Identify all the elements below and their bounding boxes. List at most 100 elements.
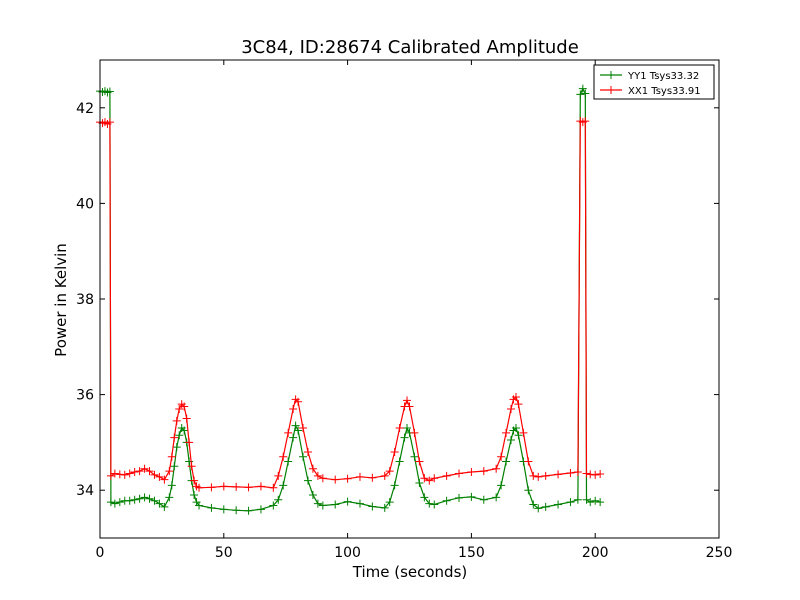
data-point (256, 505, 265, 514)
data-point (308, 464, 317, 473)
data-point (514, 400, 523, 409)
data-point (410, 452, 419, 461)
data-point (185, 457, 194, 466)
data-point (145, 467, 154, 476)
data-point (430, 500, 439, 509)
data-point (591, 470, 600, 479)
y-tick-label: 42 (76, 101, 94, 117)
legend-marker (607, 86, 615, 94)
data-point (511, 424, 520, 433)
axes: 0 50 100 150 200 250 34 36 38 40 42 (76, 59, 733, 561)
data-point (279, 481, 288, 490)
data-point (576, 90, 585, 99)
data-point (395, 457, 404, 466)
data-point (405, 402, 414, 411)
data-point (582, 469, 591, 478)
data-point (294, 397, 303, 406)
data-point (160, 475, 169, 484)
data-point (343, 474, 352, 483)
data-point (479, 495, 488, 504)
data-point (172, 443, 181, 452)
data-point (578, 84, 587, 93)
data-point (507, 404, 516, 413)
data-point (455, 493, 464, 502)
data-point (566, 498, 575, 507)
series-2 (96, 117, 605, 492)
data-point (195, 501, 204, 510)
data-point (207, 483, 216, 492)
data-point (442, 471, 451, 480)
data-point (207, 503, 216, 512)
legend-marker (607, 71, 615, 79)
data-point (106, 498, 115, 507)
data-point (380, 471, 389, 480)
x-tick-label: 100 (334, 545, 361, 561)
data-point (115, 498, 124, 507)
data-point (415, 457, 424, 466)
data-point (135, 494, 144, 503)
data-point (415, 479, 424, 488)
y-tick-label: 36 (76, 388, 94, 404)
data-point (299, 452, 308, 461)
series-1 (96, 84, 605, 515)
data-point (125, 496, 134, 505)
data-point (541, 502, 550, 511)
data-point (190, 490, 199, 499)
data-point (420, 493, 429, 502)
data-point (219, 505, 228, 514)
data-point (355, 472, 364, 481)
data-point (380, 503, 389, 512)
data-point (195, 483, 204, 492)
data-point (586, 498, 595, 507)
data-point (403, 424, 412, 433)
data-point (524, 486, 533, 495)
legend-label: XX1 Tsys33.91 (628, 86, 701, 97)
data-point (175, 431, 184, 440)
data-point (355, 499, 364, 508)
data-point (502, 428, 511, 437)
x-tick-label: 150 (458, 545, 485, 561)
data-point (497, 452, 506, 461)
data-point (497, 481, 506, 490)
data-point (455, 469, 464, 478)
data-point (299, 424, 308, 433)
data-point (125, 469, 134, 478)
data-point (390, 447, 399, 456)
data-point (368, 473, 377, 482)
data-point (187, 462, 196, 471)
data-point (167, 452, 176, 461)
y-tick-label: 34 (76, 483, 94, 499)
data-point (190, 476, 199, 485)
data-point (524, 457, 533, 466)
data-point (318, 474, 327, 483)
data-point (269, 483, 278, 492)
data-point (110, 469, 119, 478)
data-point (274, 495, 283, 504)
data-point (219, 482, 228, 491)
data-point (105, 118, 114, 127)
data-point (573, 495, 582, 504)
data-point (155, 499, 164, 508)
data-point (172, 416, 181, 425)
data-point (135, 467, 144, 476)
data-point (514, 431, 523, 440)
data-point (105, 87, 114, 96)
x-axis-label: Time (seconds) (352, 563, 468, 581)
data-point (150, 496, 159, 505)
data-point (180, 402, 189, 411)
x-tick-label: 250 (706, 545, 733, 561)
data-point (596, 498, 605, 507)
data-point (385, 467, 394, 476)
legend-box (593, 64, 715, 100)
data-point (313, 499, 322, 508)
data-point (145, 494, 154, 503)
data-point (289, 433, 298, 442)
data-point (150, 470, 159, 479)
y-tick-label: 38 (76, 292, 94, 308)
data-point (291, 421, 300, 430)
data-point (591, 496, 600, 505)
data-point (519, 428, 528, 437)
data-point (269, 501, 278, 510)
data-point (507, 436, 516, 445)
data-point (331, 500, 340, 509)
